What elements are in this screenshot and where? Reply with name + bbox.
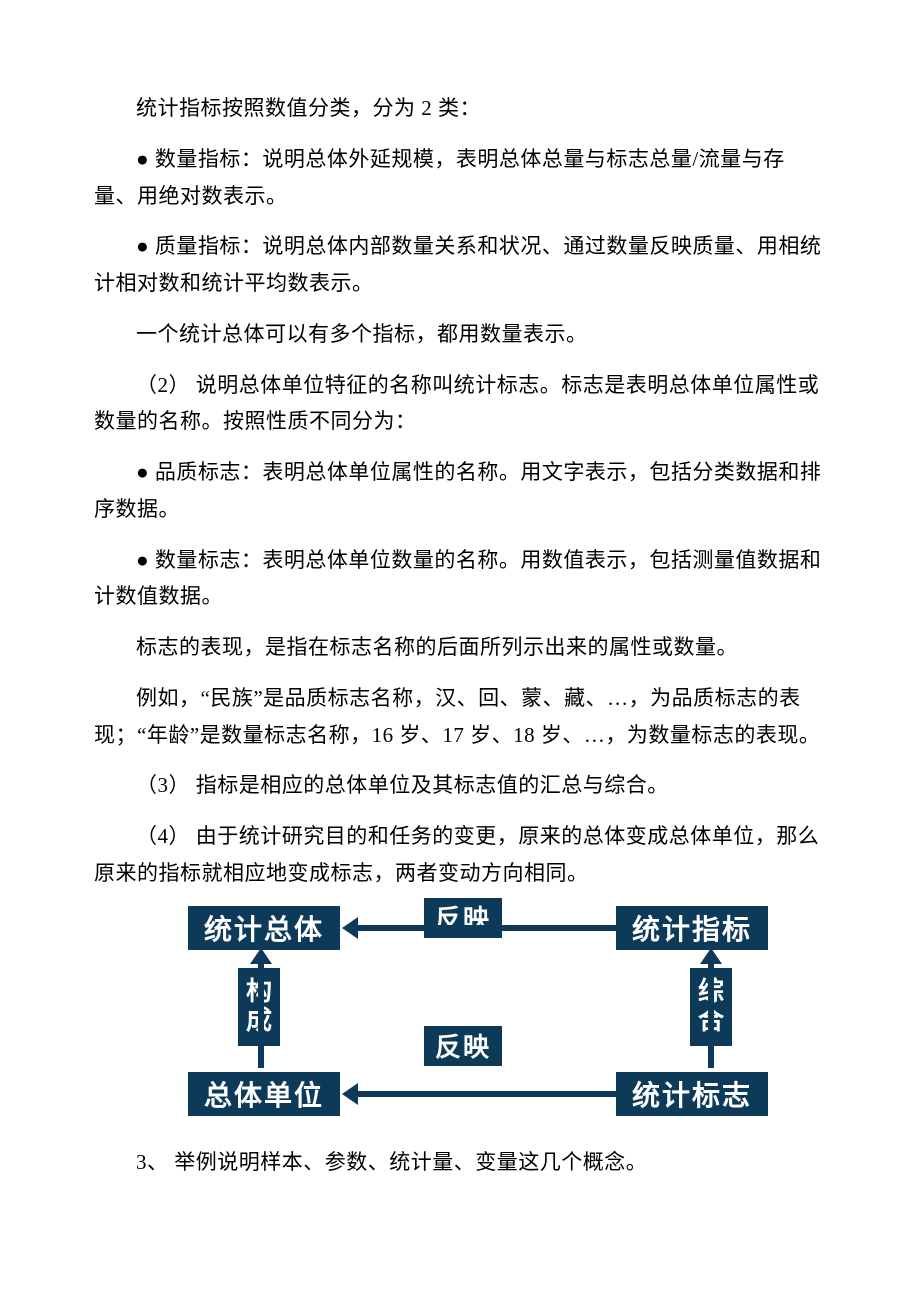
para-2: ● 数量指标：说明总体外延规模，表明总体总量与标志总量/流量与存量、用绝对数表示… bbox=[94, 141, 826, 215]
edge-label-bottom: 反映 bbox=[424, 1026, 502, 1066]
para-12: 3、 举例说明样本、参数、统计量、变量这几个概念。 bbox=[94, 1144, 826, 1181]
para-4: 一个统计总体可以有多个指标，都用数量表示。 bbox=[94, 316, 826, 353]
para-6: ● 品质标志：表明总体单位属性的名称。用文字表示，包括分类数据和排序数据。 bbox=[94, 454, 826, 528]
para-3: ● 质量指标：说明总体内部数量关系和状况、通过数量反映质量、用相统计相对数和统计… bbox=[94, 228, 826, 302]
node-tl: 统计总体 bbox=[188, 906, 340, 950]
para-11: （4） 由于统计研究目的和任务的变更，原来的总体变成总体单位，那么原来的指标就相… bbox=[94, 818, 826, 892]
para-7: ● 数量标志：表明总体单位数量的名称。用数值表示，包括测量值数据和计数值数据。 bbox=[94, 542, 826, 616]
node-br: 统计标志 bbox=[616, 1072, 768, 1116]
node-bl: 总体单位 bbox=[188, 1072, 340, 1116]
para-5: （2） 说明总体单位特征的名称叫统计标志。标志是表明总体单位属性或数量的名称。按… bbox=[94, 367, 826, 441]
arrow-right bbox=[708, 962, 714, 1068]
edge-label-top: 反映 bbox=[424, 898, 502, 938]
arrow-top bbox=[356, 925, 616, 931]
para-10: （3） 指标是相应的总体单位及其标志值的汇总与综合。 bbox=[94, 767, 826, 804]
para-9: 例如，“民族”是品质标志名称，汉、回、蒙、藏、…，为品质标志的表现；“年龄”是数… bbox=[94, 680, 826, 754]
relationship-diagram: 统计总体 统计指标 总体单位 统计标志 反映 反映 构 成 综 合 bbox=[188, 906, 768, 1116]
arrow-bottom bbox=[356, 1091, 616, 1097]
arrow-left bbox=[258, 962, 264, 1068]
para-1: 统计指标按照数值分类，分为 2 类： bbox=[94, 90, 826, 127]
node-tr: 统计指标 bbox=[616, 906, 768, 950]
para-8: 标志的表现，是指在标志名称的后面所列示出来的属性或数量。 bbox=[94, 629, 826, 666]
